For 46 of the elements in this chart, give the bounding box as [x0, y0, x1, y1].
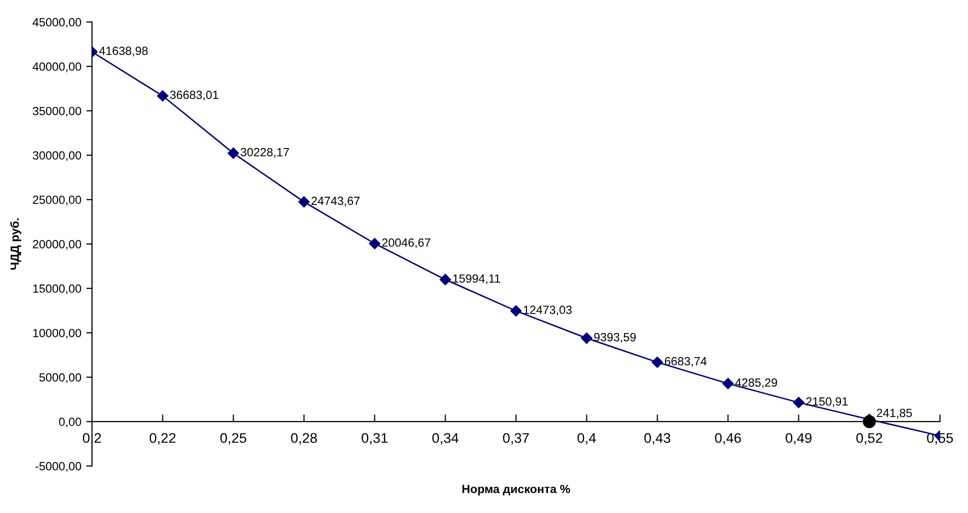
- x-tick-label: 0,25: [220, 433, 246, 445]
- x-tick-label: 0,43: [644, 433, 670, 445]
- y-tick-label: 40000,00: [32, 62, 82, 72]
- y-tick-label: -5000,00: [36, 462, 82, 472]
- x-tick-label: 0,49: [786, 433, 812, 445]
- point: [369, 238, 380, 250]
- data-label: 9393,59: [594, 332, 636, 343]
- data-label: 6683,74: [664, 357, 707, 367]
- y-tick-label: 25000,00: [32, 196, 82, 206]
- data-label: 241,85: [876, 408, 912, 419]
- y-tick-label: 20000,00: [32, 240, 82, 250]
- x-tick-label: 0,31: [362, 433, 388, 445]
- y-tick-label: 0,00: [59, 418, 82, 428]
- x-tick-label: 0,37: [503, 433, 529, 445]
- point: [581, 332, 592, 344]
- x-axis-title: Норма дисконта %: [462, 484, 570, 496]
- data-label: 36683,01: [170, 90, 218, 100]
- x-tick-label: 0,52: [856, 433, 882, 445]
- data-label: 12473,03: [524, 306, 572, 316]
- data-label: 24743,67: [312, 196, 360, 206]
- x-tick-label: 0,4: [578, 433, 596, 445]
- point: [228, 148, 239, 159]
- data-label: 4285,29: [735, 378, 778, 388]
- point: [440, 274, 451, 286]
- y-tick-label: 10000,00: [33, 328, 82, 339]
- x-tick-label: 0,28: [291, 433, 317, 445]
- x-tick-label: 0,46: [715, 433, 741, 445]
- data-label: 15994,11: [453, 274, 500, 284]
- data-label: 2150,91: [806, 397, 848, 408]
- point: [510, 305, 522, 316]
- point: [793, 396, 804, 408]
- x-tick-label: 0,34: [432, 433, 458, 445]
- point: [652, 356, 663, 368]
- data-label: 20046,67: [382, 238, 430, 248]
- y-tick-label: 5000,00: [39, 373, 82, 383]
- data-label: 30228,17: [240, 148, 289, 158]
- y-tick-label: 30000,00: [32, 151, 82, 161]
- data-label: 41638,98: [99, 46, 148, 56]
- y-tick-label: 15000,00: [33, 284, 82, 294]
- y-tick-label: 35000,00: [32, 106, 82, 117]
- point: [157, 90, 168, 102]
- point: [298, 196, 310, 208]
- x-tick-label: 0,22: [150, 433, 176, 445]
- point: [722, 378, 734, 390]
- y-axis-title: ЧДД руб.: [10, 218, 22, 270]
- y-tick-label: 45000,00: [32, 18, 82, 28]
